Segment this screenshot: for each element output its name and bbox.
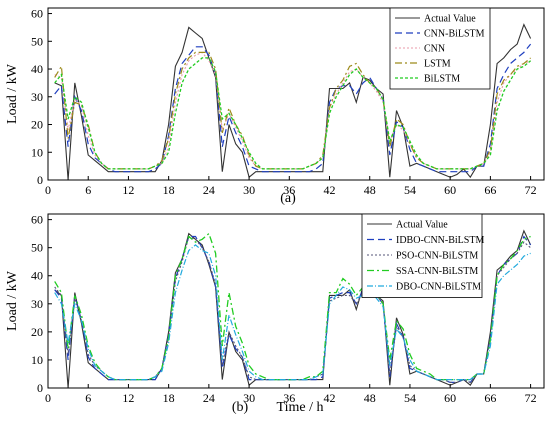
x-tick-label-b-0: 0 <box>45 391 51 405</box>
series-line-a-0 <box>54 23 532 180</box>
legend-box-b <box>361 213 483 298</box>
y-tick-label-b-10: 10 <box>31 353 43 367</box>
x-tick-label-a-72: 72 <box>525 183 537 197</box>
x-tick-label-a-42: 42 <box>324 183 336 197</box>
y-tick-label-a-50: 50 <box>31 34 43 48</box>
legend-label-b-2: PSO-CNN-BiLSTM <box>396 251 478 262</box>
plot-frame-a <box>47 7 545 181</box>
legend-label-a-2: CNN <box>424 44 445 55</box>
legend-label-b-3: SSA-CNN-BiLSTM <box>396 266 478 277</box>
plot-frame-b <box>47 213 545 389</box>
x-tick-label-a-60: 60 <box>444 183 456 197</box>
x-tick-label-b-30: 30 <box>243 391 255 405</box>
legend-label-a-3: LSTM <box>424 59 451 70</box>
x-tick-label-a-36: 36 <box>283 183 295 197</box>
y-tick-label-b-40: 40 <box>31 269 43 283</box>
y-tick-label-b-60: 60 <box>31 213 43 227</box>
x-tick-label-b-24: 24 <box>203 391 215 405</box>
x-tick-label-b-60: 60 <box>444 391 456 405</box>
legend-a: Actual Value CNN-BiLSTM CNN LSTM BiLSTM <box>389 7 491 90</box>
y-tick-label-b-50: 50 <box>31 241 43 255</box>
x-tick-label-a-6: 6 <box>85 183 91 197</box>
x-tick-label-b-54: 54 <box>404 391 416 405</box>
panel-label-a: (a) <box>280 191 296 206</box>
x-tick-label-a-24: 24 <box>203 183 215 197</box>
series-line-a-1 <box>54 43 532 173</box>
y-tick-label-a-30: 30 <box>31 90 43 104</box>
y-axis-label-a: Load / kW <box>5 63 20 124</box>
legend-box-a <box>389 7 491 90</box>
y-tick-label-b-20: 20 <box>31 325 43 339</box>
series-line-b-4 <box>54 244 531 381</box>
legend-label-a-4: BiLSTM <box>424 74 460 85</box>
x-tick-label-a-66: 66 <box>484 183 496 197</box>
legend-label-b-1: IDBO-CNN-BiLSTM <box>396 235 484 246</box>
x-tick-label-b-18: 18 <box>163 391 175 405</box>
legend-label-a-0: Actual Value <box>424 14 476 25</box>
series-group-b <box>54 229 532 388</box>
chart-panel-a: 0 6 12 18 24 30 36 42 48 54 60 66 72 0 10 20 30 40 50 60 Loa… <box>5 7 545 206</box>
y-tick-label-a-60: 60 <box>31 7 43 21</box>
x-tick-label-b-6: 6 <box>85 391 91 405</box>
x-tick-label-b-12: 12 <box>122 391 134 405</box>
legend-label-b-4: DBO-CNN-BiLSTM <box>396 282 481 293</box>
y-tick-label-a-40: 40 <box>31 62 43 76</box>
x-tick-label-b-42: 42 <box>324 391 336 405</box>
x-tick-label-a-0: 0 <box>45 183 51 197</box>
x-tick-label-a-54: 54 <box>404 183 416 197</box>
y-axis-label-b: Load / kW <box>5 270 20 331</box>
panel-label-b: (b) <box>232 400 249 415</box>
y-tick-label-b-0: 0 <box>37 381 43 395</box>
x-tick-label-a-18: 18 <box>163 183 175 197</box>
x-tick-label-a-30: 30 <box>243 183 255 197</box>
x-tick-label-a-12: 12 <box>122 183 134 197</box>
x-tick-label-a-48: 48 <box>364 183 376 197</box>
x-tick-label-b-48: 48 <box>364 391 376 405</box>
chart-panel-b: 0 6 12 18 24 30 36 42 48 54 60 66 72 0 10 20 30 40 50 60 Loa… <box>5 213 545 415</box>
x-tick-label-b-72: 72 <box>525 391 537 405</box>
y-tick-label-a-0: 0 <box>37 173 43 187</box>
legend-label-a-1: CNN-BiLSTM <box>424 29 485 40</box>
x-tick-label-b-36: 36 <box>283 391 295 405</box>
x-tick-label-b-66: 66 <box>484 391 496 405</box>
legend-b: Actual Value IDBO-CNN-BiLSTM PSO-CNN-BiLST… <box>361 213 484 298</box>
series-line-a-4 <box>54 57 532 170</box>
y-tick-label-a-20: 20 <box>31 118 43 132</box>
x-axis-label-b: Time / h <box>277 400 324 415</box>
y-tick-label-a-10: 10 <box>31 145 43 159</box>
y-tick-label-b-30: 30 <box>31 297 43 311</box>
series-group-a <box>54 23 532 180</box>
legend-label-b-0: Actual Value <box>396 220 448 231</box>
